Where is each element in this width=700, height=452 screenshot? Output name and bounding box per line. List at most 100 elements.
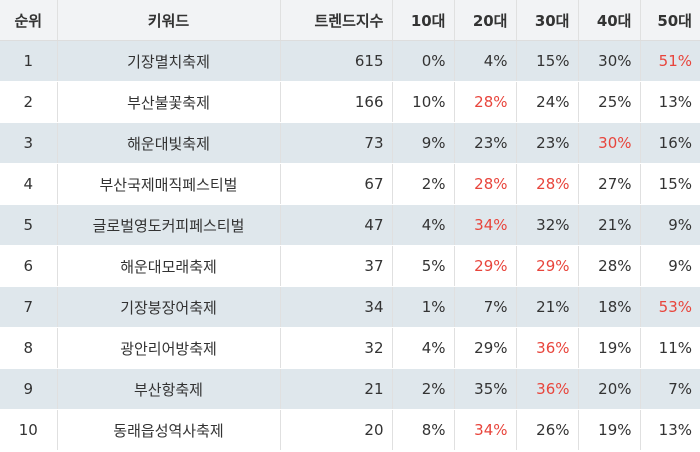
cell-trend-index: 21 xyxy=(280,368,393,410)
cell-age-40s: 20% xyxy=(578,368,641,410)
cell-rank: 8 xyxy=(0,327,58,369)
cell-trend-index: 37 xyxy=(280,245,393,287)
cell-keyword[interactable]: 부산국제매직페스티벌 xyxy=(57,163,281,205)
header-age-50s[interactable]: 50대 xyxy=(640,0,700,41)
cell-rank: 3 xyxy=(0,122,58,164)
cell-age-30s: 36% xyxy=(516,327,579,369)
cell-keyword[interactable]: 해운대빛축제 xyxy=(57,122,281,164)
cell-rank: 2 xyxy=(0,81,58,123)
cell-rank: 5 xyxy=(0,204,58,246)
cell-age-10s: 0% xyxy=(392,40,455,82)
cell-age-10s: 2% xyxy=(392,368,455,410)
cell-trend-index: 47 xyxy=(280,204,393,246)
cell-age-50s: 9% xyxy=(640,204,700,246)
cell-age-50s: 13% xyxy=(640,81,700,123)
cell-age-40s: 28% xyxy=(578,245,641,287)
cell-age-40s: 27% xyxy=(578,163,641,205)
header-age-10s[interactable]: 10대 xyxy=(392,0,455,41)
cell-age-40s: 30% xyxy=(578,122,641,164)
cell-age-40s: 19% xyxy=(578,327,641,369)
cell-age-40s: 18% xyxy=(578,286,641,328)
cell-age-20s: 29% xyxy=(454,327,517,369)
cell-age-20s: 7% xyxy=(454,286,517,328)
cell-rank: 7 xyxy=(0,286,58,328)
cell-age-30s: 26% xyxy=(516,409,579,451)
cell-rank: 6 xyxy=(0,245,58,287)
cell-trend-index: 615 xyxy=(280,40,393,82)
cell-age-30s: 29% xyxy=(516,245,579,287)
header-age-20s[interactable]: 20대 xyxy=(454,0,517,41)
cell-trend-index: 34 xyxy=(280,286,393,328)
table-header-row: 순위 키워드 트렌드지수 10대 20대 30대 40대 50대 xyxy=(0,0,700,41)
table-row[interactable]: 3 해운대빛축제 73 9% 23% 23% 30% 16% xyxy=(0,122,700,164)
cell-age-50s: 16% xyxy=(640,122,700,164)
cell-keyword[interactable]: 동래읍성역사축제 xyxy=(57,409,281,451)
cell-rank: 10 xyxy=(0,409,58,451)
cell-age-10s: 10% xyxy=(392,81,455,123)
cell-age-30s: 32% xyxy=(516,204,579,246)
header-keyword[interactable]: 키워드 xyxy=(57,0,281,41)
table-row[interactable]: 5 글로벌영도커피페스티벌 47 4% 34% 32% 21% 9% xyxy=(0,204,700,246)
cell-age-50s: 9% xyxy=(640,245,700,287)
table-row[interactable]: 2 부산불꽃축제 166 10% 28% 24% 25% 13% xyxy=(0,81,700,123)
cell-age-30s: 21% xyxy=(516,286,579,328)
cell-keyword[interactable]: 기장멸치축제 xyxy=(57,40,281,82)
cell-rank: 9 xyxy=(0,368,58,410)
cell-age-50s: 51% xyxy=(640,40,700,82)
cell-keyword[interactable]: 기장붕장어축제 xyxy=(57,286,281,328)
table-row[interactable]: 7 기장붕장어축제 34 1% 7% 21% 18% 53% xyxy=(0,286,700,328)
table-row[interactable]: 10 동래읍성역사축제 20 8% 34% 26% 19% 13% xyxy=(0,409,700,451)
cell-age-10s: 4% xyxy=(392,204,455,246)
cell-age-50s: 53% xyxy=(640,286,700,328)
cell-age-40s: 19% xyxy=(578,409,641,451)
table-row[interactable]: 9 부산항축제 21 2% 35% 36% 20% 7% xyxy=(0,368,700,410)
cell-age-40s: 21% xyxy=(578,204,641,246)
cell-trend-index: 32 xyxy=(280,327,393,369)
cell-keyword[interactable]: 부산항축제 xyxy=(57,368,281,410)
cell-age-40s: 25% xyxy=(578,81,641,123)
cell-keyword[interactable]: 광안리어방축제 xyxy=(57,327,281,369)
cell-age-20s: 35% xyxy=(454,368,517,410)
header-age-30s[interactable]: 30대 xyxy=(516,0,579,41)
cell-age-30s: 23% xyxy=(516,122,579,164)
cell-age-30s: 28% xyxy=(516,163,579,205)
cell-age-50s: 13% xyxy=(640,409,700,451)
cell-age-30s: 24% xyxy=(516,81,579,123)
table-row[interactable]: 8 광안리어방축제 32 4% 29% 36% 19% 11% xyxy=(0,327,700,369)
cell-age-40s: 30% xyxy=(578,40,641,82)
header-trend-index[interactable]: 트렌드지수 xyxy=(280,0,393,41)
cell-rank: 1 xyxy=(0,40,58,82)
cell-age-20s: 28% xyxy=(454,163,517,205)
cell-keyword[interactable]: 글로벌영도커피페스티벌 xyxy=(57,204,281,246)
header-rank[interactable]: 순위 xyxy=(0,0,58,41)
cell-age-20s: 28% xyxy=(454,81,517,123)
header-age-40s[interactable]: 40대 xyxy=(578,0,641,41)
cell-trend-index: 20 xyxy=(280,409,393,451)
table-row[interactable]: 4 부산국제매직페스티벌 67 2% 28% 28% 27% 15% xyxy=(0,163,700,205)
cell-age-20s: 23% xyxy=(454,122,517,164)
cell-age-50s: 15% xyxy=(640,163,700,205)
cell-trend-index: 67 xyxy=(280,163,393,205)
table-row[interactable]: 6 해운대모래축제 37 5% 29% 29% 28% 9% xyxy=(0,245,700,287)
cell-age-10s: 1% xyxy=(392,286,455,328)
cell-age-10s: 2% xyxy=(392,163,455,205)
cell-age-10s: 9% xyxy=(392,122,455,164)
cell-age-20s: 4% xyxy=(454,40,517,82)
cell-rank: 4 xyxy=(0,163,58,205)
cell-age-20s: 29% xyxy=(454,245,517,287)
table-row[interactable]: 1 기장멸치축제 615 0% 4% 15% 30% 51% xyxy=(0,40,700,82)
cell-keyword[interactable]: 부산불꽃축제 xyxy=(57,81,281,123)
cell-age-50s: 11% xyxy=(640,327,700,369)
cell-trend-index: 166 xyxy=(280,81,393,123)
cell-trend-index: 73 xyxy=(280,122,393,164)
cell-age-20s: 34% xyxy=(454,204,517,246)
cell-age-10s: 8% xyxy=(392,409,455,451)
cell-age-20s: 34% xyxy=(454,409,517,451)
cell-keyword[interactable]: 해운대모래축제 xyxy=(57,245,281,287)
cell-age-10s: 4% xyxy=(392,327,455,369)
cell-age-50s: 7% xyxy=(640,368,700,410)
cell-age-30s: 15% xyxy=(516,40,579,82)
cell-age-30s: 36% xyxy=(516,368,579,410)
cell-age-10s: 5% xyxy=(392,245,455,287)
